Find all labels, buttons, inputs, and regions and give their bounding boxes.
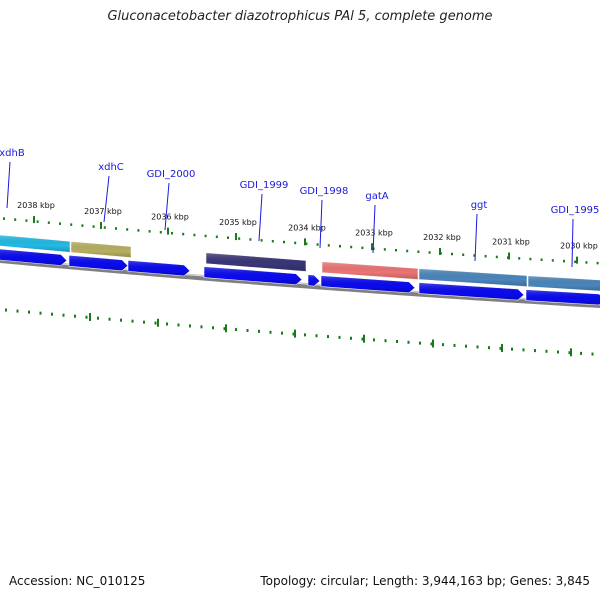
leader-line (571, 218, 574, 268)
feature-block-shade (322, 261, 418, 280)
cds-arrow-shade (128, 260, 190, 276)
scale-label: 2038 kbp (17, 201, 55, 210)
gene-label-GDI_1999: GDI_1999 (240, 180, 289, 191)
scale-label: 2037 kbp (84, 207, 122, 216)
leader-line (103, 175, 110, 223)
feature-block-shade (419, 268, 527, 287)
feature-block-shade (71, 241, 131, 258)
gene-label-GDI_1995: GDI_1995 (551, 205, 600, 216)
scale-label: 2030 kbp (560, 242, 598, 251)
leader-line (258, 193, 263, 242)
gene-label-GDI_2000: GDI_2000 (147, 169, 196, 180)
genome-summary-text: Topology: circular; Length: 3,944,163 bp… (260, 574, 590, 588)
inner-ticks (5, 308, 594, 357)
gene-labels: xdhB xdhC GDI_2000 GDI_1999 GDI_1998 gatA ggt G… (0, 148, 600, 268)
gene-label-xdhB: xdhB (0, 148, 25, 159)
scale-label: 2031 kbp (492, 237, 530, 246)
backbone-line (0, 258, 600, 309)
cds-arrow-shade (308, 274, 320, 287)
scale-label: 2034 kbp (288, 223, 326, 232)
gene-label-gatA: gatA (365, 191, 388, 202)
scale-labels: 2038 kbp 2037 kbp 2036 kbp 2035 kbp 2034 kbp… (17, 201, 598, 251)
leader-line (164, 182, 170, 231)
cds-arrow-shade (0, 248, 67, 266)
feature-blocks (0, 234, 600, 292)
feature-block-shade (206, 252, 306, 272)
leader-line (372, 204, 376, 254)
cds-arrow-shade (419, 282, 524, 301)
scale-label: 2035 kbp (219, 218, 257, 227)
cds-arrow-shade (526, 289, 600, 305)
cds-arrows (0, 248, 600, 306)
feature-block-shade (0, 234, 70, 253)
cds-arrow-shade (69, 255, 128, 271)
accession-text: Accession: NC_010125 (9, 574, 146, 588)
scale-label: 2032 kbp (423, 233, 461, 242)
leader-line (6, 161, 11, 209)
cds-arrow-shade (204, 266, 302, 285)
map-title: Gluconacetobacter diazotrophicus PAl 5, … (107, 9, 493, 24)
feature-block-shade (528, 275, 600, 291)
gene-label-ggt: ggt (471, 200, 488, 211)
cds-arrow-shade (321, 275, 415, 293)
leader-line (319, 199, 323, 249)
leader-line (474, 213, 478, 262)
gene-label-xdhC: xdhC (98, 162, 124, 173)
minor-ticks (3, 216, 599, 265)
scale-label: 2036 kbp (151, 213, 189, 222)
gene-label-GDI_1998: GDI_1998 (300, 186, 349, 197)
